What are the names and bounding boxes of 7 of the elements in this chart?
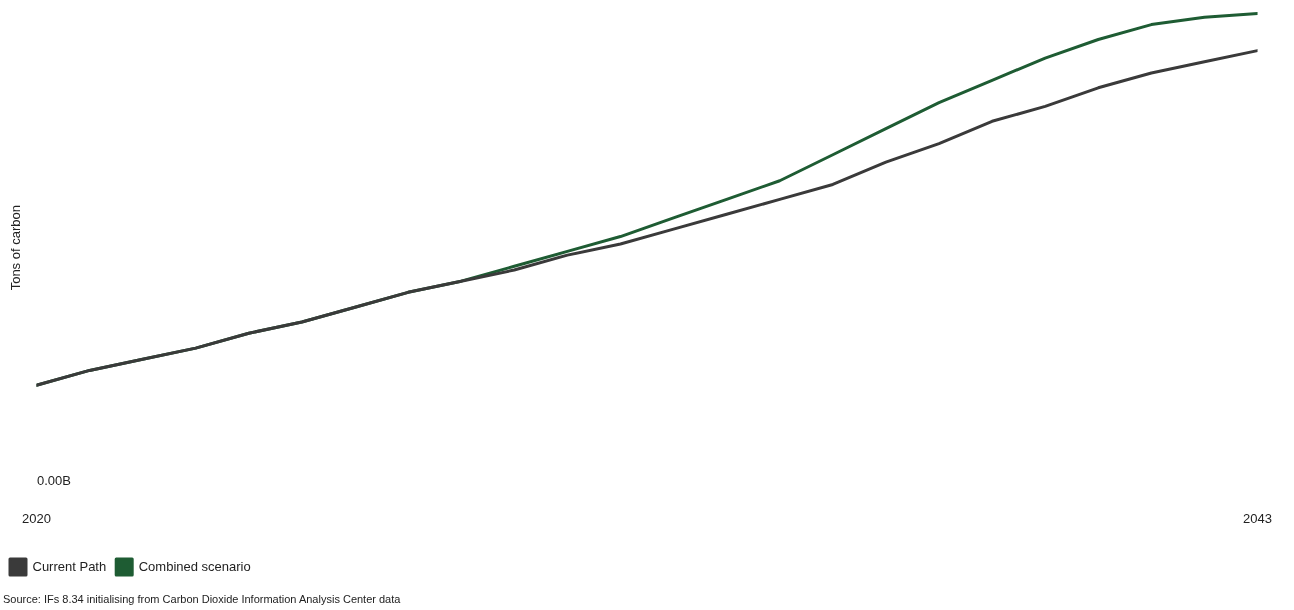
text: 0.00B — [37, 472, 71, 488]
x-tick-label: 2043 — [1243, 510, 1272, 526]
x-tick-label: 2020 — [22, 510, 51, 526]
legend-label: Combined scenario — [138, 558, 251, 574]
source-note: Source: IFs 8.34 initialising from Carbon Dioxide Information Analysis Center data — [3, 593, 401, 605]
y-axis-title: Tons of carbon — [8, 205, 24, 291]
legend-label: Current Path — [32, 558, 107, 574]
